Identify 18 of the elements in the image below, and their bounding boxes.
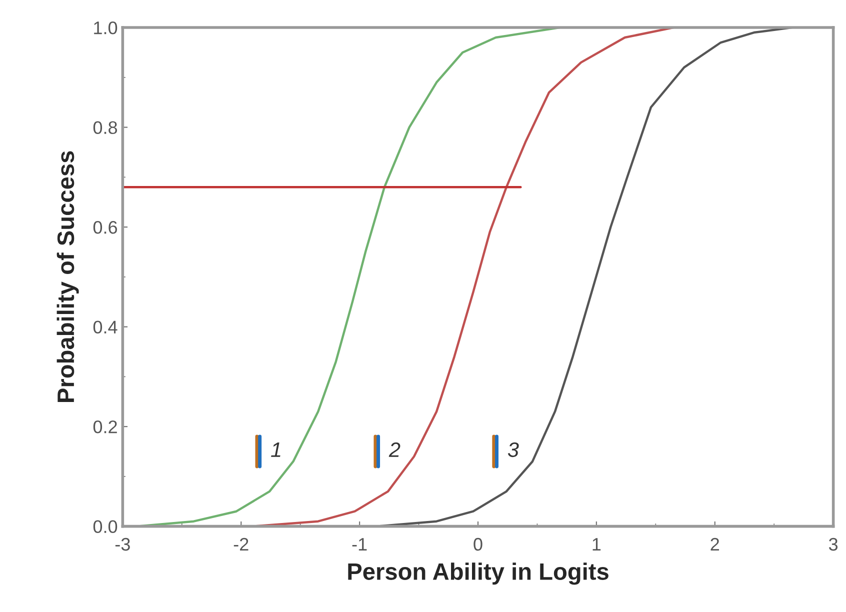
y-tick-label: 0.8 <box>93 121 118 134</box>
y-tick-label: 1.0 <box>94 21 118 34</box>
y-tick-label: 0.2 <box>93 420 117 434</box>
x-axis-title: Person Ability in Logits <box>348 562 608 585</box>
y-tick-label: 0.0 <box>93 520 118 534</box>
y-axis-title: Probability of Success <box>56 151 79 402</box>
annotation: 3 <box>508 442 519 458</box>
annotation: 2 <box>388 442 400 457</box>
x-tick-label: -1 <box>352 538 367 551</box>
x-tick-label: 2 <box>710 538 719 551</box>
annotation: 1 <box>271 442 280 457</box>
y-tick-label: 0.6 <box>93 220 118 234</box>
x-tick-label: 0 <box>474 538 482 551</box>
x-tick-label: 3 <box>828 538 838 551</box>
x-tick-label: -3 <box>115 538 130 551</box>
x-tick-label: -2 <box>234 538 248 551</box>
y-tick-label: 0.4 <box>93 320 118 334</box>
x-tick-label: 1 <box>592 538 601 551</box>
